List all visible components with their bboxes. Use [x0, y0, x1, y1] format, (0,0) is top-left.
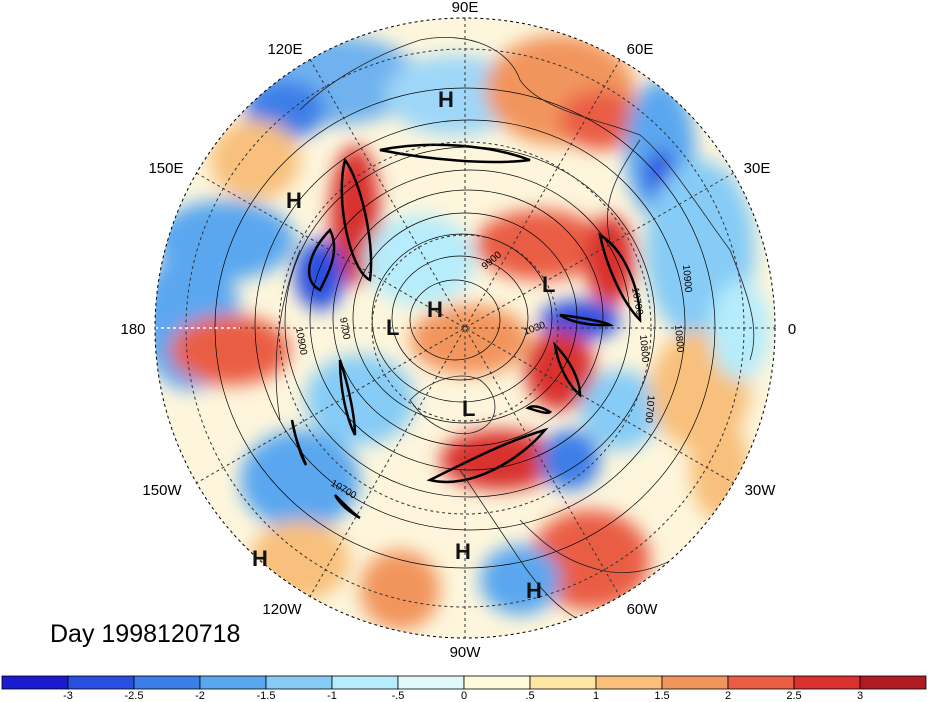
jet-contours	[290, 143, 642, 520]
colorbar-swatch	[661, 675, 729, 690]
high-pressure-marker: H	[455, 539, 471, 564]
lon-label: 150W	[142, 482, 182, 499]
lon-label: 0	[788, 321, 796, 338]
lon-label: 90E	[452, 0, 479, 16]
pressure-centers: H H H H H H L L L	[252, 87, 555, 603]
contour-label: 10700	[629, 287, 645, 317]
colorbar-tick-label: 1.5	[654, 690, 669, 702]
colorbar-swatch	[793, 675, 861, 690]
colorbar-tick-label: 3	[857, 690, 863, 702]
contour-label: 10800	[672, 324, 685, 353]
low-pressure-marker: L	[462, 396, 475, 421]
lon-label: 30E	[744, 160, 771, 177]
colorbar-tick-label: 2.5	[786, 690, 801, 702]
lon-label: 60W	[627, 601, 659, 618]
colorbar-swatch	[397, 675, 465, 690]
colorbar-tick-label: -.5	[392, 690, 405, 702]
lon-label: 120E	[267, 41, 302, 58]
date-label: Day 1998120718	[50, 620, 241, 648]
graticule	[155, 18, 775, 638]
colorbar-swatch	[859, 675, 927, 690]
high-pressure-marker: H	[286, 188, 302, 213]
colorbar-swatch	[529, 675, 597, 690]
lon-label: 120W	[262, 601, 302, 618]
lon-label: 150E	[148, 160, 183, 177]
contour-label: 10800	[637, 334, 650, 363]
colorbar-tick-label: -3	[63, 690, 73, 702]
high-pressure-marker: H	[438, 87, 454, 112]
high-pressure-marker: H	[427, 297, 443, 322]
colorbar-tick-label: -2.5	[125, 690, 144, 702]
contour-label: 9700	[337, 317, 352, 341]
anomaly-field	[155, 18, 775, 638]
colorbar: -3 -2.5 -2 -1.5 -1 -.5 0 .5 1 1.5 2 2.5 3	[1, 675, 927, 702]
colorbar-swatch	[463, 675, 531, 690]
colorbar-tick-label: 1	[593, 690, 599, 702]
colorbar-swatch	[265, 675, 333, 690]
high-pressure-marker: H	[252, 546, 268, 571]
colorbar-swatch	[595, 675, 663, 690]
colorbar-tick-label: -1	[327, 690, 337, 702]
lon-label: 30W	[745, 482, 777, 499]
lon-label: 90W	[450, 644, 482, 661]
colorbar-tick-label: .5	[525, 690, 534, 702]
low-pressure-marker: L	[542, 272, 555, 297]
colorbar-tick-label: -2	[195, 690, 205, 702]
colorbar-swatch	[67, 675, 135, 690]
contour-label: 10700	[643, 395, 656, 424]
lon-label: 60E	[627, 41, 654, 58]
colorbar-tick-label: 0	[461, 690, 467, 702]
contour-label: 10900	[680, 264, 693, 293]
map-boundary	[154, 17, 776, 639]
lon-label: 180	[120, 321, 145, 338]
colorbar-swatch	[199, 675, 267, 690]
colorbar-tick-label: -1.5	[257, 690, 276, 702]
colorbar-swatch	[727, 675, 795, 690]
colorbar-swatch	[331, 675, 399, 690]
longitude-labels: 90E 60E 30E 0 30W 60W 90W 120W 150W 180 …	[120, 0, 796, 661]
colorbar-tick-label: 2	[725, 690, 731, 702]
colorbar-swatch	[1, 675, 69, 690]
low-pressure-marker: L	[386, 315, 399, 340]
high-pressure-marker: H	[526, 578, 542, 603]
colorbar-swatch	[133, 675, 201, 690]
contour-label: 10900	[293, 327, 309, 357]
